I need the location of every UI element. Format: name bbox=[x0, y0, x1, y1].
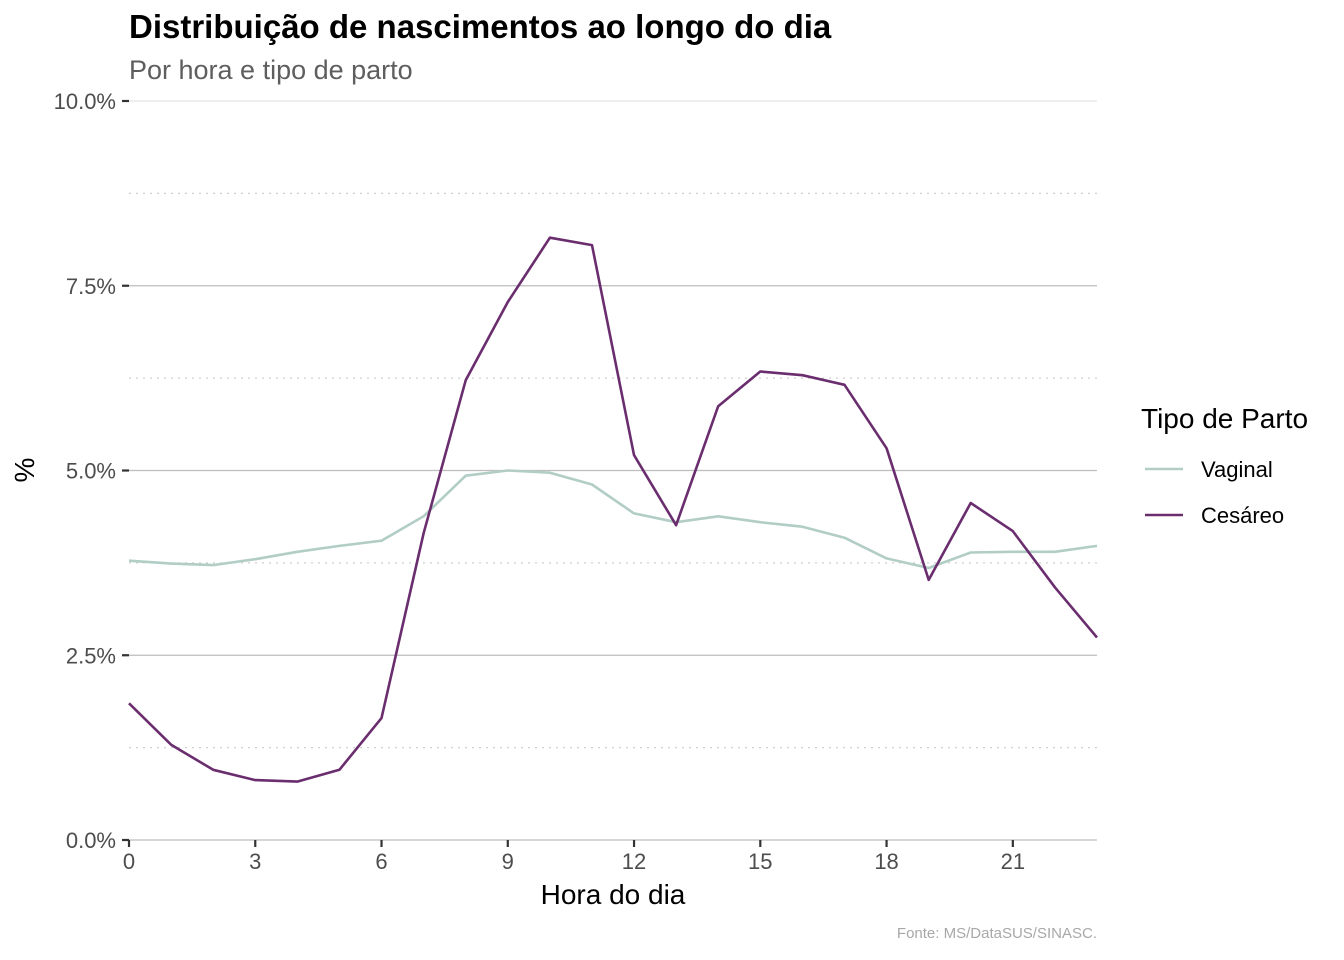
series-0-point-3 bbox=[254, 558, 256, 560]
series-1-point-8 bbox=[464, 379, 466, 381]
series-0-point-21 bbox=[1012, 551, 1014, 553]
series-0-point-1 bbox=[170, 562, 172, 564]
x-axis: 0 3 6 9 12 15 18 21 bbox=[123, 840, 1025, 874]
chart-caption: Fonte: MS/DataSUS/SINASC. bbox=[897, 925, 1097, 942]
series-1-point-6 bbox=[380, 717, 382, 719]
series-1-point-14 bbox=[717, 405, 719, 407]
series-1-point-3 bbox=[254, 779, 256, 781]
series-0-point-14 bbox=[717, 515, 719, 517]
legend-label-1: Cesáreo bbox=[1201, 503, 1284, 528]
series-1-point-11 bbox=[591, 244, 593, 246]
series-line-vaginal bbox=[128, 469, 1098, 570]
series-1-point-18 bbox=[885, 447, 887, 449]
series-0-point-17 bbox=[843, 537, 845, 539]
legend-label-0: Vaginal bbox=[1201, 457, 1273, 482]
series-0-point-22 bbox=[1054, 551, 1056, 553]
x-tick-label-1: 3 bbox=[249, 849, 261, 874]
y-tick-label-3: 7.5% bbox=[66, 274, 116, 299]
series-line-ces-reo bbox=[128, 236, 1098, 783]
series-0-point-2 bbox=[212, 564, 214, 566]
y-axis: 0.0% 2.5% 5.0% 7.5% 10.0% bbox=[54, 89, 129, 853]
series-0-point-0 bbox=[128, 559, 130, 561]
series-1-point-0 bbox=[128, 702, 130, 704]
major-gridlines bbox=[129, 100, 1097, 841]
x-tick-label-4: 12 bbox=[622, 849, 646, 874]
x-tick-label-6: 18 bbox=[874, 849, 898, 874]
x-tick-label-5: 15 bbox=[748, 849, 772, 874]
y-tick-label-0: 0.0% bbox=[66, 828, 116, 853]
y-tick-label-4: 10.0% bbox=[54, 89, 116, 114]
series-1-point-10 bbox=[549, 237, 551, 239]
series-0-point-20 bbox=[970, 551, 972, 553]
series-1-point-19 bbox=[927, 579, 929, 581]
series-1-point-2 bbox=[212, 769, 214, 771]
series-1-point-1 bbox=[170, 743, 172, 745]
series-0-point-10 bbox=[549, 472, 551, 474]
series-1-point-5 bbox=[338, 769, 340, 771]
chart-subtitle: Por hora e tipo de parto bbox=[129, 55, 413, 85]
series-0-point-19 bbox=[927, 567, 929, 569]
series-0-point-12 bbox=[633, 512, 635, 514]
chart-title: Distribuição de nascimentos ao longo do … bbox=[129, 8, 832, 45]
legend: Tipo de Parto Vaginal Cesáreo bbox=[1141, 403, 1308, 528]
series-1-point-22 bbox=[1054, 586, 1056, 588]
x-tick-label-0: 0 bbox=[123, 849, 135, 874]
series-0-point-5 bbox=[338, 545, 340, 547]
series-1-point-20 bbox=[970, 502, 972, 504]
legend-title: Tipo de Parto bbox=[1141, 403, 1308, 434]
series-0-point-18 bbox=[885, 557, 887, 559]
series-1-point-9 bbox=[507, 301, 509, 303]
series-0-point-6 bbox=[380, 540, 382, 542]
y-tick-label-1: 2.5% bbox=[66, 643, 116, 668]
series-lines bbox=[128, 236, 1098, 783]
series-1-point-21 bbox=[1012, 530, 1014, 532]
x-tick-label-7: 21 bbox=[1001, 849, 1025, 874]
x-tick-label-3: 9 bbox=[502, 849, 514, 874]
series-1-point-13 bbox=[675, 524, 677, 526]
minor-gridlines bbox=[129, 192, 1097, 749]
x-axis-title: Hora do dia bbox=[541, 879, 686, 910]
series-1-point-16 bbox=[801, 374, 803, 376]
series-0-point-11 bbox=[591, 483, 593, 485]
series-1-point-17 bbox=[843, 384, 845, 386]
x-tick-label-2: 6 bbox=[375, 849, 387, 874]
series-0-point-4 bbox=[296, 551, 298, 553]
series-0-point-7 bbox=[422, 515, 424, 517]
y-axis-title: % bbox=[9, 458, 40, 483]
series-0-point-9 bbox=[507, 469, 509, 471]
y-tick-label-2: 5.0% bbox=[66, 459, 116, 484]
series-0-point-23 bbox=[1096, 545, 1098, 547]
series-0-point-8 bbox=[464, 474, 466, 476]
series-1-point-4 bbox=[296, 780, 298, 782]
series-1-point-12 bbox=[633, 454, 635, 456]
legend-items: Vaginal Cesáreo bbox=[1145, 457, 1284, 528]
series-1-point-15 bbox=[759, 370, 761, 372]
series-1-point-23 bbox=[1096, 636, 1098, 638]
series-0-point-16 bbox=[801, 525, 803, 527]
series-1-point-7 bbox=[422, 532, 424, 534]
series-0-point-15 bbox=[759, 521, 761, 523]
